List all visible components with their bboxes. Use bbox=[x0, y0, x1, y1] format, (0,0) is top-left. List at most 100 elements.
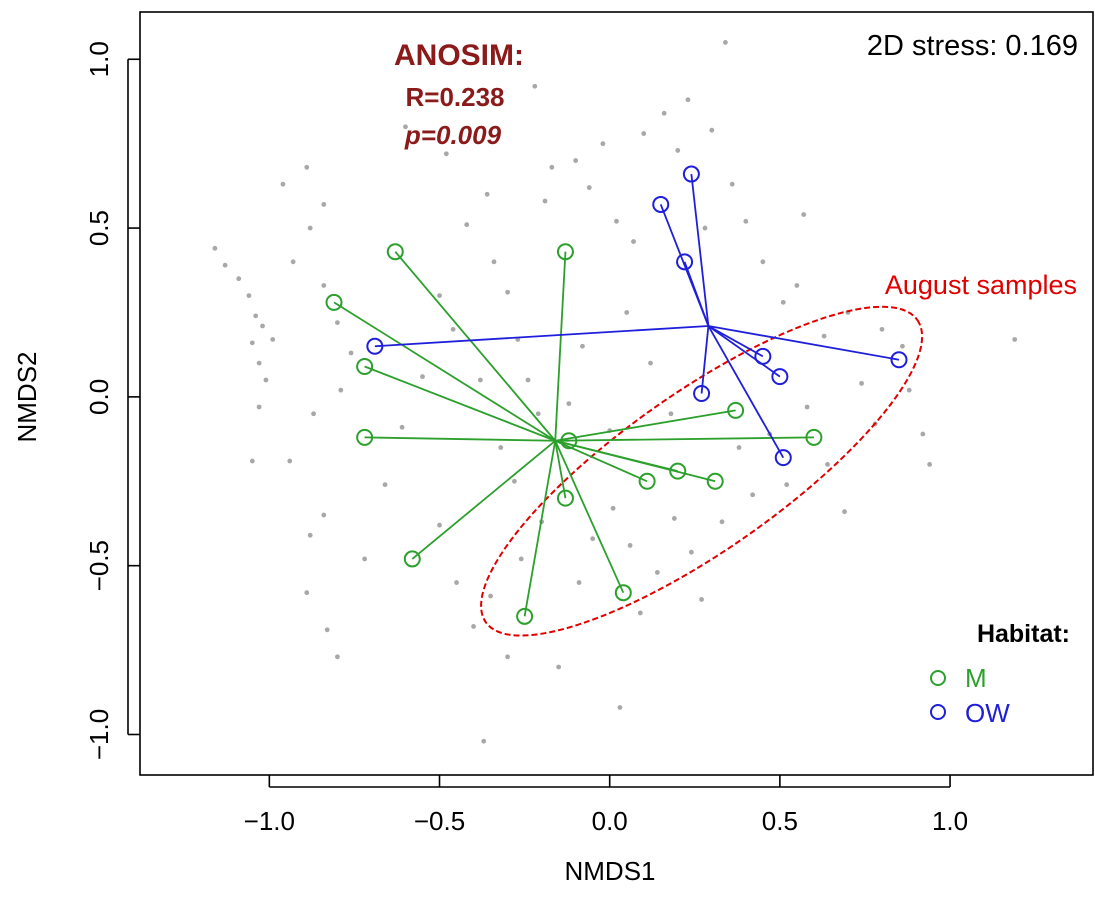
y-axis-label: NMDS2 bbox=[12, 351, 42, 442]
background-point bbox=[307, 225, 313, 231]
point-m bbox=[556, 243, 574, 261]
background-point bbox=[263, 377, 269, 383]
background-point bbox=[668, 411, 674, 417]
background-point bbox=[484, 191, 490, 197]
background-point bbox=[443, 151, 449, 157]
spider-line-m bbox=[411, 440, 556, 560]
background-point bbox=[335, 320, 340, 326]
background-point bbox=[260, 323, 265, 329]
background-point bbox=[249, 458, 255, 464]
background-point bbox=[491, 259, 497, 265]
spider-line-m bbox=[554, 251, 567, 441]
background-point bbox=[600, 141, 606, 147]
spider-lines bbox=[333, 173, 900, 617]
background-point bbox=[641, 131, 647, 136]
background-point bbox=[586, 185, 592, 190]
background-point bbox=[614, 218, 619, 224]
point-m bbox=[403, 550, 421, 568]
point-m bbox=[727, 401, 745, 419]
background-point bbox=[382, 482, 388, 488]
spider-line-m bbox=[394, 251, 556, 442]
august-samples-label: August samples bbox=[885, 270, 1077, 300]
spider-line-m bbox=[554, 440, 625, 594]
spider-line-m bbox=[364, 365, 556, 442]
background-point bbox=[321, 283, 327, 288]
background-point bbox=[723, 39, 728, 45]
spider-line-ow bbox=[700, 325, 710, 394]
anosim-title: ANOSIM: bbox=[394, 39, 524, 72]
background-point bbox=[671, 516, 677, 521]
background-point bbox=[631, 239, 636, 244]
background-point bbox=[879, 326, 885, 332]
plot-frame bbox=[139, 11, 1094, 776]
background-point bbox=[532, 83, 538, 89]
background-point bbox=[637, 610, 643, 616]
background-point bbox=[471, 624, 476, 629]
background-point bbox=[270, 337, 276, 342]
background-point bbox=[464, 222, 470, 228]
background-point bbox=[304, 164, 310, 170]
background-point bbox=[253, 313, 259, 319]
background-point bbox=[624, 310, 630, 315]
y-tick-label: 1.0 bbox=[84, 41, 114, 77]
background-point bbox=[518, 556, 524, 562]
spider-line-m bbox=[333, 301, 556, 442]
background-point bbox=[212, 245, 218, 251]
background-point bbox=[246, 293, 252, 298]
background-point bbox=[709, 127, 715, 133]
spider-line-ow bbox=[374, 325, 709, 348]
background-point bbox=[920, 431, 926, 437]
background-point bbox=[685, 97, 691, 103]
point-m bbox=[556, 489, 574, 507]
background-point bbox=[1012, 337, 1018, 342]
background-point bbox=[580, 343, 585, 349]
highlight-ellipse-layer bbox=[480, 305, 924, 637]
point-ow bbox=[754, 347, 772, 365]
background-point bbox=[675, 148, 681, 153]
background-point bbox=[311, 411, 316, 417]
y-tick-label: 0.0 bbox=[84, 379, 114, 415]
background-point bbox=[900, 343, 905, 349]
background-point bbox=[335, 654, 340, 660]
background-point bbox=[236, 276, 242, 282]
point-m bbox=[356, 428, 374, 446]
background-point bbox=[249, 340, 255, 346]
background-point bbox=[304, 590, 310, 596]
background-point bbox=[719, 519, 725, 525]
spider-line-ow bbox=[690, 173, 710, 327]
background-point bbox=[906, 387, 912, 393]
anosim-r-value: R=0.238 bbox=[405, 82, 504, 112]
background-point bbox=[573, 158, 579, 163]
x-tick-label: −1.0 bbox=[244, 806, 295, 836]
y-tick-label: −1.0 bbox=[84, 709, 114, 760]
background-point bbox=[437, 293, 442, 298]
background-point bbox=[324, 627, 330, 633]
background-point bbox=[610, 505, 616, 511]
background-point bbox=[688, 549, 694, 555]
background-point bbox=[821, 333, 827, 339]
point-m bbox=[356, 357, 374, 375]
background-point bbox=[362, 556, 368, 562]
point-ow bbox=[693, 385, 711, 402]
background-point bbox=[321, 202, 327, 207]
background-point bbox=[627, 543, 633, 548]
background-point bbox=[222, 262, 228, 268]
y-tick-label: 0.5 bbox=[84, 210, 114, 246]
legend-ow-marker bbox=[930, 704, 946, 720]
background-point bbox=[750, 492, 756, 498]
point-m bbox=[516, 607, 534, 625]
background-point bbox=[736, 445, 742, 450]
background-point bbox=[403, 124, 408, 130]
background-point bbox=[842, 509, 847, 515]
background-point bbox=[801, 212, 807, 217]
spider-line-m bbox=[554, 440, 567, 499]
background-point bbox=[566, 401, 572, 407]
background-point bbox=[477, 377, 483, 383]
x-tick-label: −0.5 bbox=[414, 806, 465, 836]
background-point bbox=[437, 522, 442, 528]
background-points bbox=[212, 39, 1018, 744]
background-point bbox=[648, 360, 653, 366]
x-tick-label: 1.0 bbox=[932, 806, 968, 836]
point-ow bbox=[366, 337, 384, 355]
background-point bbox=[576, 580, 582, 585]
